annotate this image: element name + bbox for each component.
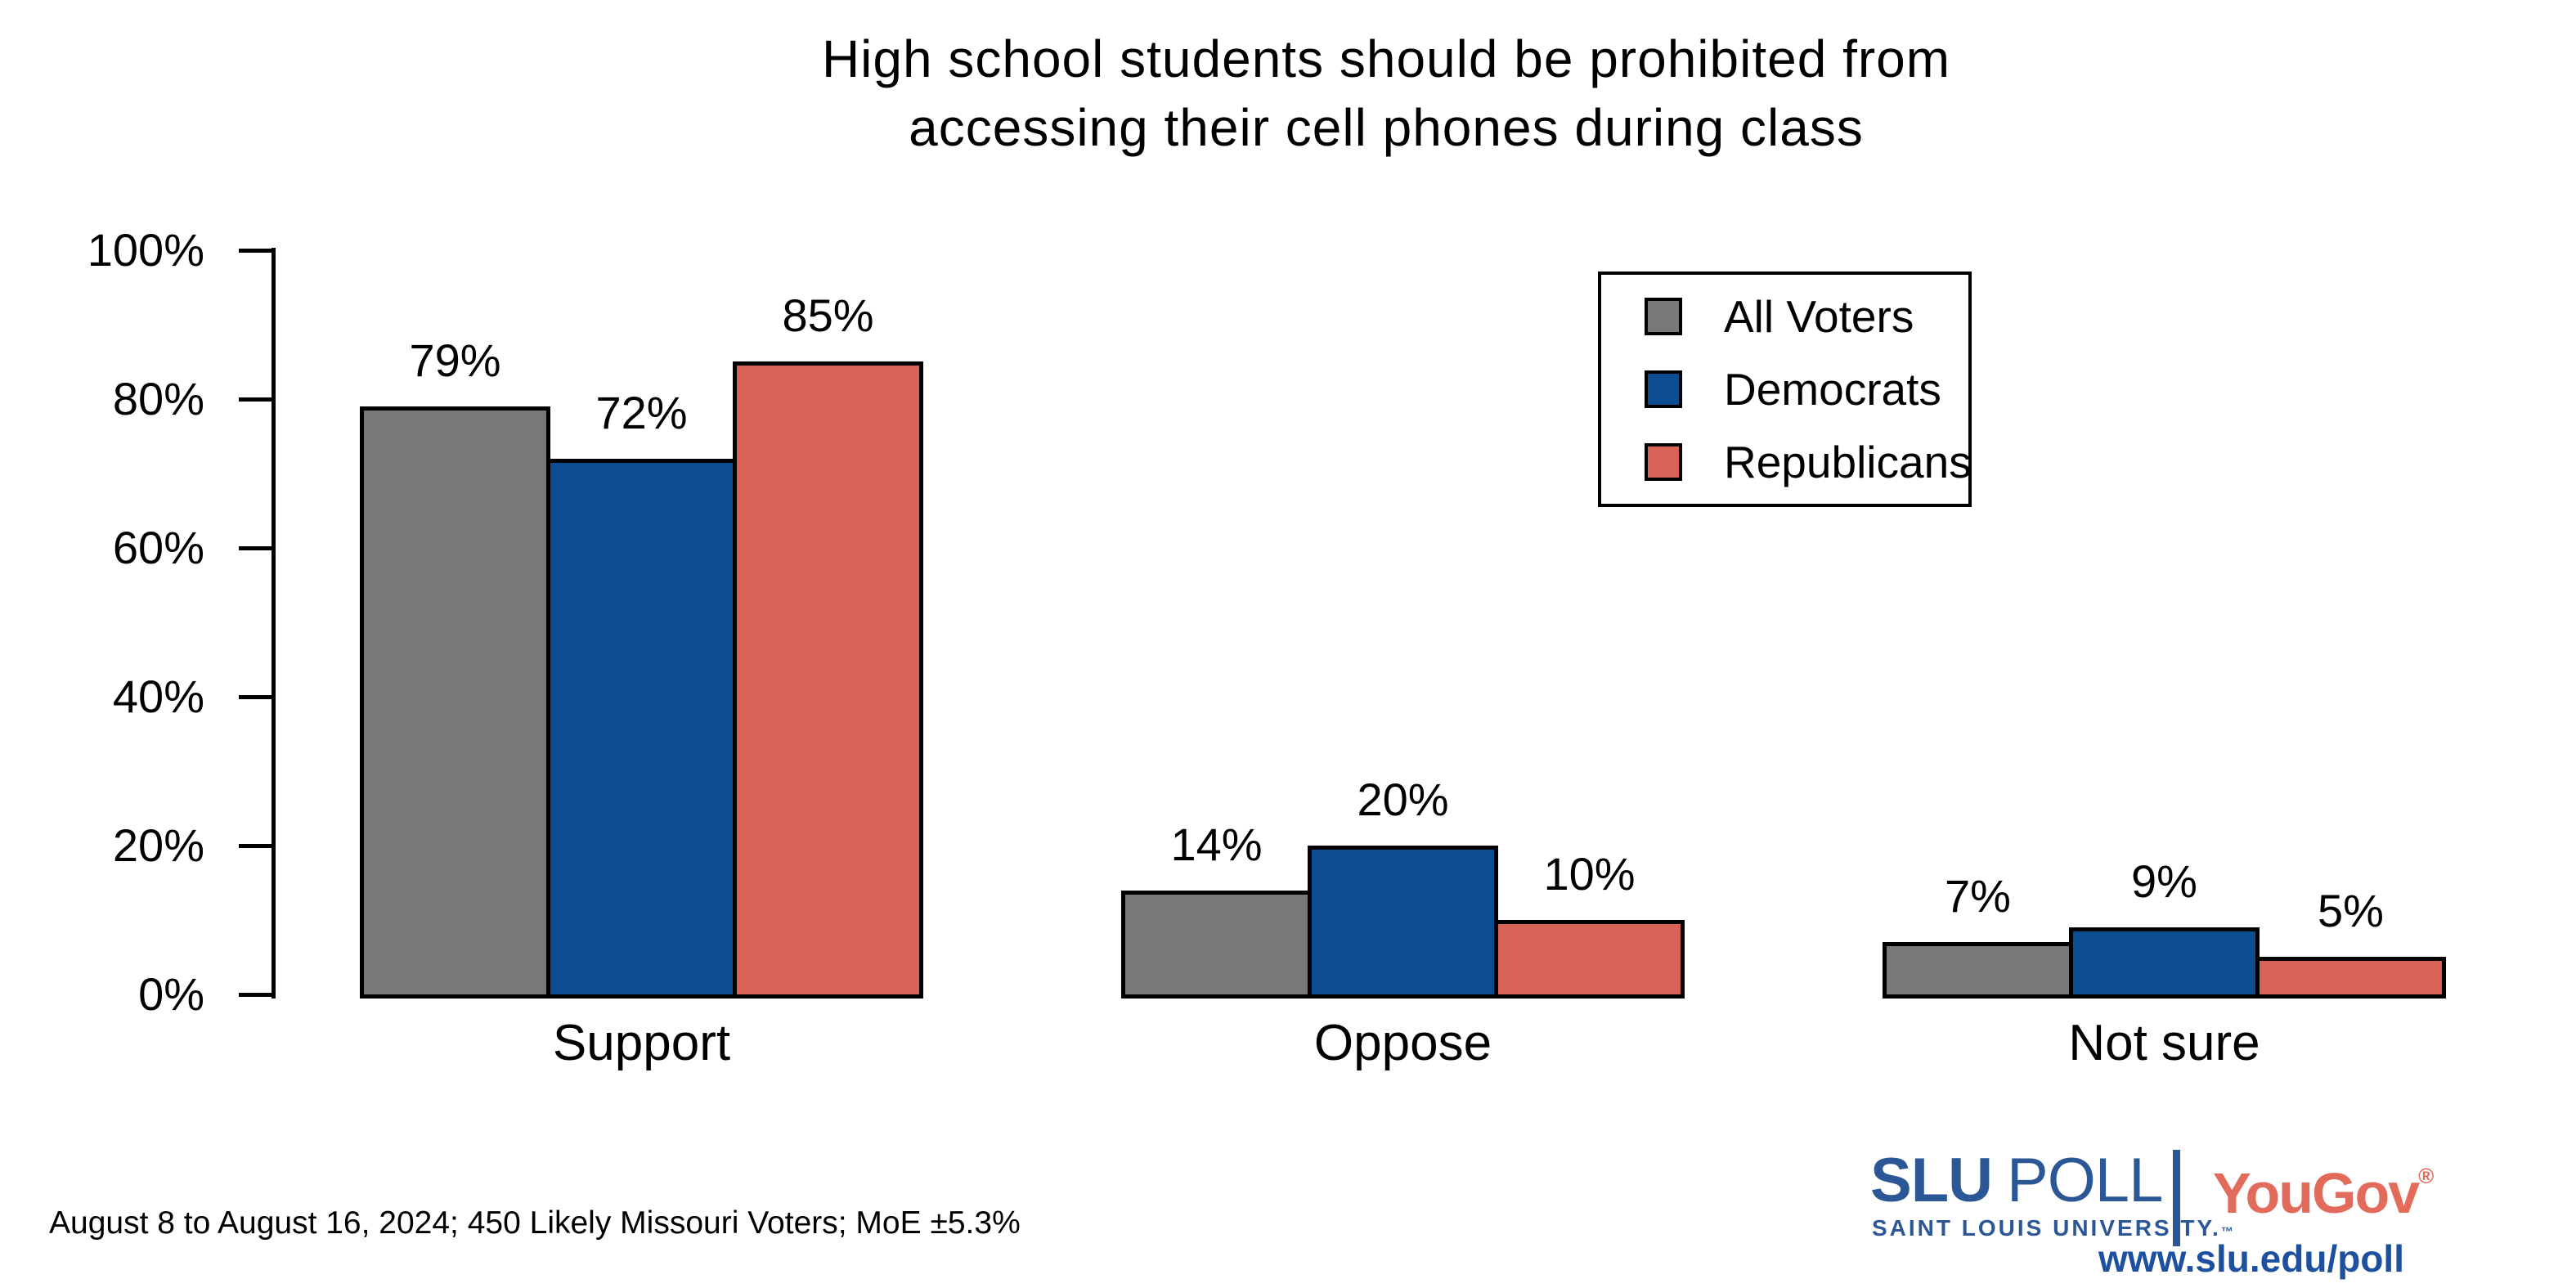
legend-item-democrats: Democrats — [1645, 363, 1968, 415]
bar-oppose-all-voters — [1121, 891, 1312, 999]
methodology-note: August 8 to August 16, 2024; 450 Likely … — [49, 1205, 1021, 1241]
y-tick-label: 100% — [87, 224, 204, 276]
y-tick-label: 80% — [112, 373, 204, 424]
bar-not-sure-democrats — [2069, 927, 2260, 999]
y-axis-tick — [239, 993, 276, 997]
yougov-text: YouGov — [2213, 1161, 2420, 1225]
y-tick-label: 40% — [112, 671, 204, 722]
y-tick-label: 60% — [112, 522, 204, 573]
trademark-symbol: ™ — [2220, 1225, 2233, 1239]
bar-oppose-democrats — [1308, 846, 1498, 999]
site-url: www.slu.edu/poll — [2098, 1237, 2404, 1280]
legend-swatch-democrats — [1645, 370, 1682, 408]
value-label-not-sure-democrats: 9% — [2131, 855, 2197, 907]
slu-poll-logo: SLU POLL — [1870, 1150, 2163, 1212]
y-axis-tick — [239, 844, 276, 848]
registered-symbol: ® — [2418, 1164, 2435, 1188]
legend-item-all-voters: All Voters — [1645, 290, 1968, 343]
y-axis-tick — [239, 397, 276, 402]
bar-not-sure-republicans — [2255, 957, 2446, 999]
y-axis-tick — [239, 695, 276, 699]
y-axis-tick — [239, 249, 276, 253]
slu-university-subtitle: SAINT LOUIS UNIVERSITY.™ — [1872, 1215, 2233, 1241]
legend-label-democrats: Democrats — [1724, 364, 1941, 415]
bar-support-all-voters — [360, 406, 550, 999]
y-tick-label: 20% — [112, 819, 204, 871]
chart-title-line2: accessing their cell phones during class — [909, 98, 1864, 158]
bar-oppose-republicans — [1494, 920, 1685, 999]
category-label-support: Support — [552, 1015, 731, 1071]
value-label-not-sure-all-voters: 7% — [1945, 870, 2011, 922]
legend-item-republicans: Republicans — [1645, 436, 1972, 488]
value-label-support-all-voters: 79% — [409, 334, 501, 386]
y-axis-tick — [239, 546, 276, 550]
bar-support-republicans — [733, 361, 923, 999]
logo-separator — [2173, 1150, 2180, 1246]
chart-title: High school students should be prohibite… — [176, 25, 2576, 163]
legend-swatch-republicans — [1645, 443, 1682, 481]
poll-logo-text: POLL — [2007, 1146, 2163, 1215]
yougov-logo: YouGov® — [2213, 1165, 2434, 1222]
bar-support-democrats — [546, 459, 737, 999]
slu-logo-text: SLU — [1870, 1146, 1993, 1215]
legend-label-all-voters: All Voters — [1724, 291, 1914, 342]
bar-not-sure-all-voters — [1883, 942, 2073, 999]
y-tick-label: 0% — [138, 968, 204, 1020]
value-label-oppose-democrats: 20% — [1357, 774, 1449, 825]
value-label-oppose-all-voters: 14% — [1170, 819, 1263, 870]
value-label-not-sure-republicans: 5% — [2318, 885, 2384, 936]
y-axis-line — [272, 248, 276, 999]
slu-university-text: SAINT LOUIS UNIVERSITY. — [1872, 1215, 2221, 1241]
category-label-oppose: Oppose — [1313, 1015, 1492, 1071]
legend-swatch-all-voters — [1645, 298, 1682, 335]
value-label-support-republicans: 85% — [782, 289, 874, 341]
value-label-support-democrats: 72% — [595, 387, 688, 438]
category-label-not-sure: Not sure — [2068, 1015, 2260, 1071]
chart-title-line1: High school students should be prohibite… — [821, 29, 1951, 88]
value-label-oppose-republicans: 10% — [1543, 848, 1636, 900]
legend-label-republicans: Republicans — [1724, 437, 1972, 487]
legend: All Voters Democrats Republicans — [1598, 272, 1972, 507]
